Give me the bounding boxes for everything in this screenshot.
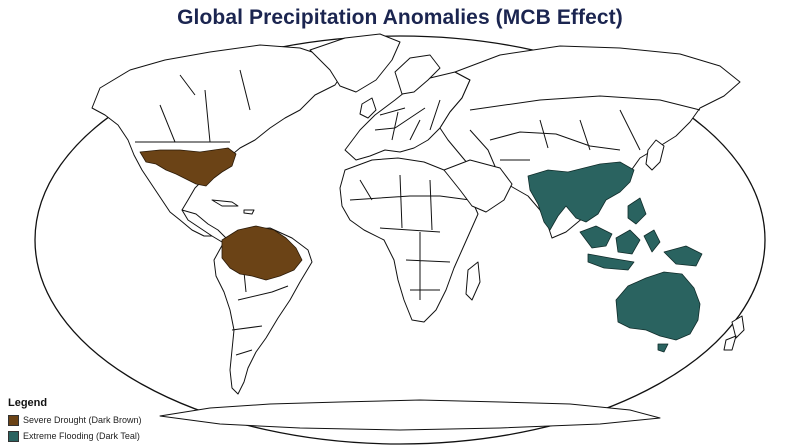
- landmass-arabia: [443, 159, 513, 213]
- country-borders-asia: [469, 95, 701, 179]
- legend: Legend Severe Drought (Dark Brown) Extre…: [8, 397, 158, 445]
- landmass-africa: [339, 157, 479, 323]
- landmass-british-isles: [359, 97, 377, 119]
- drought-region-amazon: [221, 225, 303, 281]
- country-borders-south-america: [227, 261, 289, 356]
- landmass-new-zealand: [723, 315, 745, 351]
- landmass-antarctica: [159, 399, 661, 431]
- country-borders-africa: [349, 174, 471, 300]
- drought-region-us: [139, 147, 237, 187]
- flood-region-australia: [615, 271, 701, 353]
- legend-title: Legend: [8, 397, 48, 409]
- country-borders-canada: [135, 69, 251, 143]
- legend-label-flooding: Extreme Flooding (Dark Teal): [23, 431, 140, 441]
- caribbean-islands: [211, 199, 255, 215]
- legend-label-drought: Severe Drought (Dark Brown): [23, 415, 142, 425]
- landmass-scandinavia: [394, 54, 441, 95]
- flood-region-maritime-se-asia: [579, 197, 703, 271]
- legend-item-flooding: Extreme Flooding (Dark Teal): [8, 429, 158, 443]
- landmass-japan: [645, 139, 665, 171]
- legend-item-drought: Severe Drought (Dark Brown): [8, 413, 158, 427]
- landmass-greenland: [309, 33, 401, 93]
- legend-swatch-drought: [8, 414, 19, 426]
- map-title: Global Precipitation Anomalies (MCB Effe…: [177, 6, 623, 29]
- country-borders-europe: [374, 99, 441, 141]
- legend-swatch-flooding: [8, 430, 19, 442]
- landmass-madagascar: [465, 261, 481, 301]
- flood-region-south-asia: [527, 161, 635, 231]
